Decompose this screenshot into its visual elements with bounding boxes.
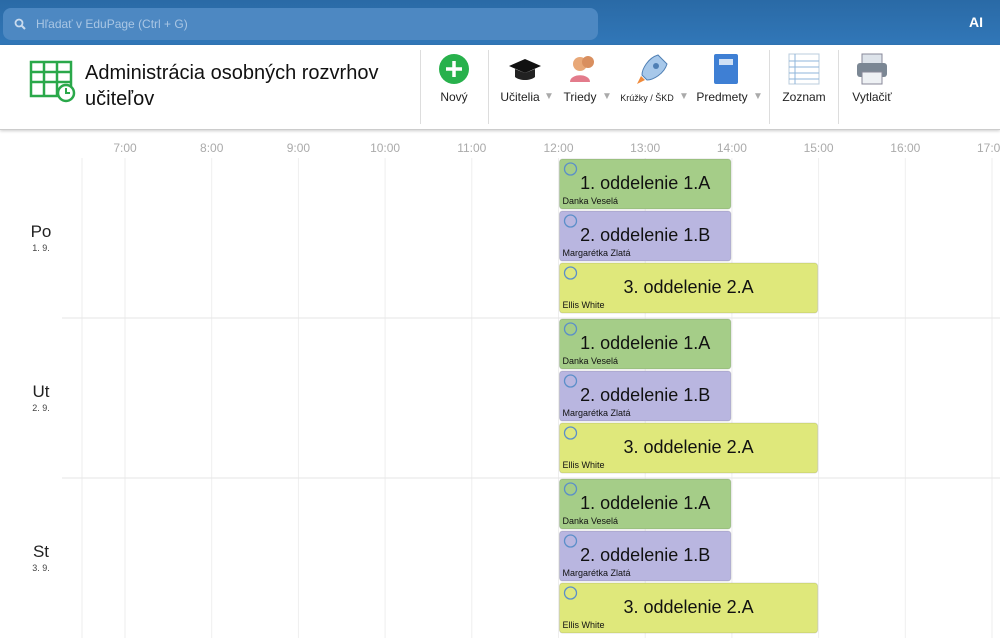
event-box — [559, 158, 732, 210]
top-bar: Hľadať v EduPage (Ctrl + G) AI — [0, 0, 1000, 45]
event-title: 1. oddelenie 1.A — [580, 173, 710, 193]
separator — [838, 50, 839, 124]
event-box — [559, 262, 819, 314]
event[interactable]: 3. oddelenie 2.A Ellis White — [559, 582, 819, 634]
event-teacher: Margarétka Zlatá — [563, 408, 631, 418]
event-title: 3. oddelenie 2.A — [623, 597, 753, 617]
event[interactable]: 1. oddelenie 1.A Danka Veselá — [559, 158, 732, 210]
separator — [488, 50, 489, 124]
event-teacher: Margarétka Zlatá — [563, 248, 631, 258]
event-box — [559, 370, 732, 422]
day-date: 2. 9. — [32, 403, 50, 413]
event-title: 1. oddelenie 1.A — [580, 333, 710, 353]
hour-label: 16:00 — [890, 141, 920, 155]
timeline: 7:00 8:00 9:00 10:00 11:00 12:00 13:00 14:00 15:… — [31, 141, 1000, 638]
event-teacher: Ellis White — [563, 300, 605, 310]
event-teacher: Ellis White — [563, 620, 605, 630]
event[interactable]: 2. oddelenie 1.B Margarétka Zlatá — [559, 530, 732, 582]
day-name: St — [33, 542, 49, 561]
event-title: 2. oddelenie 1.B — [580, 225, 710, 245]
toolbar-button[interactable]: Učitelia — [500, 90, 540, 104]
event-teacher: Danka Veselá — [563, 516, 619, 526]
event-teacher: Danka Veselá — [563, 356, 619, 366]
event-title: 1. oddelenie 1.A — [580, 493, 710, 513]
event-box — [559, 478, 732, 530]
hour-label: 12:00 — [543, 141, 573, 155]
hour-label: 13:00 — [630, 141, 660, 155]
hour-label: 8:00 — [200, 141, 224, 155]
toolbar-button[interactable]: Predmety — [696, 90, 748, 104]
event-icon — [563, 586, 578, 600]
toolbar-button[interactable]: Zoznam — [782, 90, 826, 104]
dropdown-arrow[interactable]: ▼ — [602, 91, 612, 102]
hour-label: 11:00 — [457, 141, 486, 155]
event[interactable]: 3. oddelenie 2.A Ellis White — [559, 422, 819, 474]
event-box — [559, 582, 819, 634]
hour-label: 17:00 — [977, 141, 1000, 155]
event-icon — [563, 426, 578, 440]
event-title: 2. oddelenie 1.B — [580, 545, 710, 565]
hour-label: 7:00 — [113, 141, 137, 155]
event-box — [559, 422, 819, 474]
hour-label: 15:00 — [804, 141, 834, 155]
day-name: Ut — [33, 382, 50, 401]
event-box — [559, 210, 732, 262]
hour-label: 14:00 — [717, 141, 747, 155]
search-icon — [14, 18, 26, 30]
hour-label: 9:00 — [287, 141, 311, 155]
search-placeholder: Hľadať v EduPage (Ctrl + G) — [36, 17, 188, 31]
separator — [420, 50, 421, 124]
event-box — [559, 530, 732, 582]
page-title: Administrácia osobných rozvrhov učiteľov — [85, 62, 379, 110]
hour-label: 10:00 — [370, 141, 400, 155]
event[interactable]: 2. oddelenie 1.B Margarétka Zlatá — [559, 210, 732, 262]
toolbar — [0, 45, 1000, 130]
event-title: 3. oddelenie 2.A — [623, 437, 753, 457]
toolbar-button[interactable]: Nový — [440, 90, 468, 104]
search-box[interactable]: Hľadať v EduPage (Ctrl + G) — [3, 8, 598, 40]
event-icon — [563, 374, 578, 388]
event-icon — [563, 266, 578, 280]
event-icon — [563, 322, 578, 336]
toolbar-button[interactable]: Triedy — [563, 90, 597, 104]
event-teacher: Danka Veselá — [563, 196, 619, 206]
dropdown-arrow[interactable]: ▼ — [544, 91, 554, 102]
toolbar-button[interactable]: Krúžky / ŠKD — [620, 93, 674, 103]
dropdown-arrow[interactable]: ▼ — [679, 91, 689, 102]
event[interactable]: 1. oddelenie 1.A Danka Veselá — [559, 318, 732, 370]
day-name: Po — [31, 222, 52, 241]
day-date: 3. 9. — [32, 563, 50, 573]
event[interactable]: 2. oddelenie 1.B Margarétka Zlatá — [559, 370, 732, 422]
separator — [769, 50, 770, 124]
event[interactable]: 1. oddelenie 1.A Danka Veselá — [559, 478, 732, 530]
event[interactable]: 3. oddelenie 2.A Ellis White — [559, 262, 819, 314]
app-icon — [29, 60, 76, 103]
event-teacher: Margarétka Zlatá — [563, 568, 631, 578]
event-teacher: Ellis White — [563, 460, 605, 470]
dropdown-arrow[interactable]: ▼ — [753, 91, 763, 102]
day-date: 1. 9. — [32, 243, 50, 253]
event-icon — [563, 534, 578, 548]
toolbar-button[interactable]: Vytlačiť — [852, 90, 892, 104]
event-box — [559, 318, 732, 370]
event-title: 2. oddelenie 1.B — [580, 385, 710, 405]
event-title: 3. oddelenie 2.A — [623, 277, 753, 297]
event-icon — [563, 482, 578, 496]
event-icon — [563, 162, 578, 176]
user-button[interactable]: AI — [969, 14, 983, 30]
toolbar-icons — [439, 53, 887, 85]
event-icon — [563, 214, 578, 228]
